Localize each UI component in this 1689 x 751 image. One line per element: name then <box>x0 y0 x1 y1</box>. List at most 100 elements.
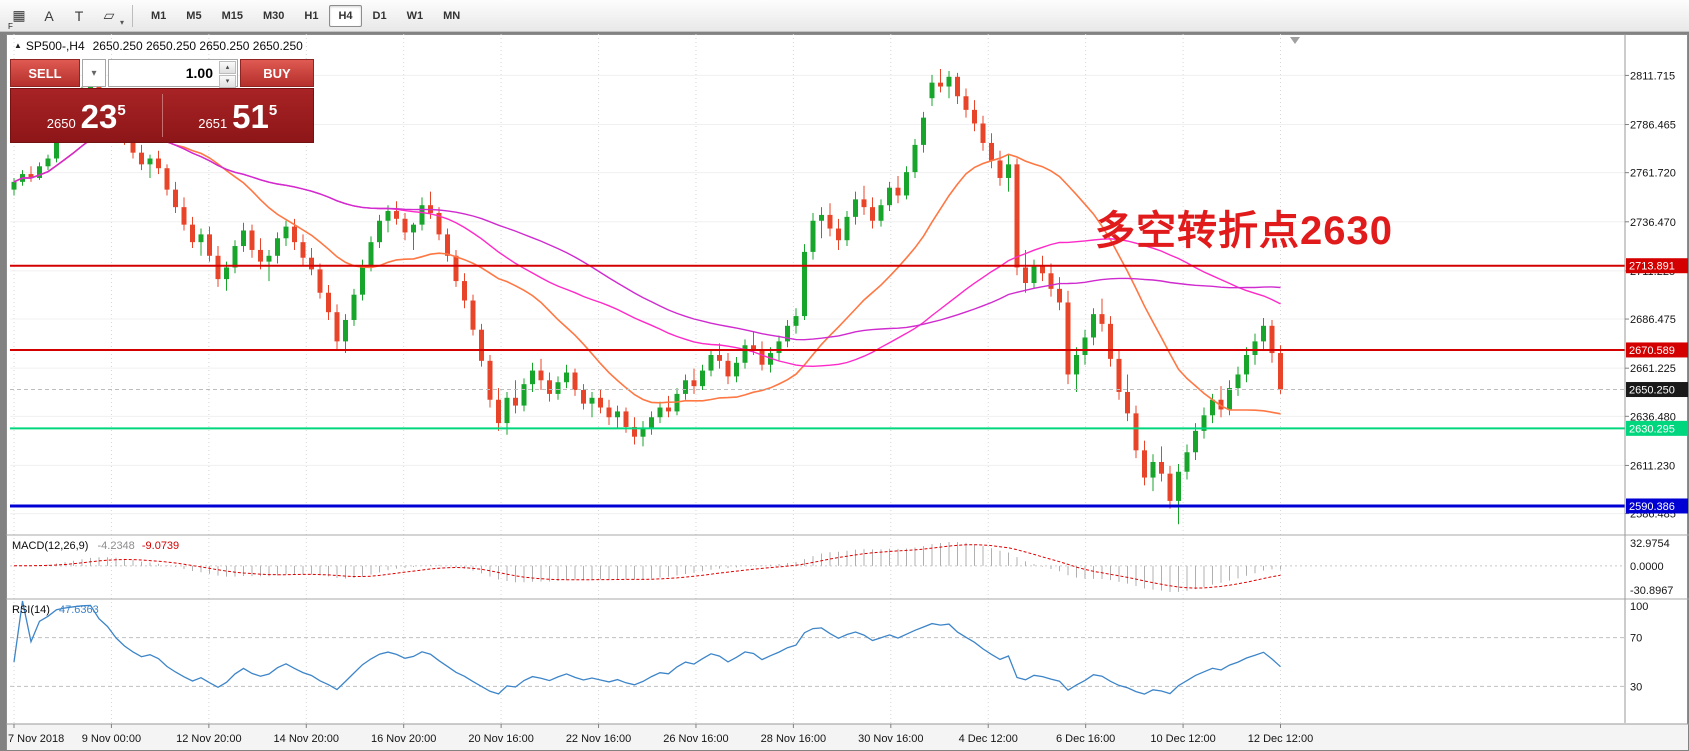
svg-text:20 Nov 16:00: 20 Nov 16:00 <box>468 733 533 745</box>
svg-text:10 Dec 12:00: 10 Dec 12:00 <box>1150 733 1215 745</box>
drawing-tools-group: ▦ F A T ▱ ▾ <box>4 2 124 31</box>
chart-title: ▲ SP500-,H4 2650.250 2650.250 2650.250 265… <box>14 39 303 53</box>
tf-h1-button[interactable]: H1 <box>304 9 319 22</box>
svg-text:16 Nov 20:00: 16 Nov 20:00 <box>371 733 436 745</box>
text-label-icon[interactable]: T <box>74 7 84 24</box>
svg-text:12 Dec 12:00: 12 Dec 12:00 <box>1248 733 1313 745</box>
bid-price[interactable]: 2650 23 5 <box>11 89 162 142</box>
svg-text:7 Nov 2018: 7 Nov 2018 <box>8 733 64 745</box>
macd-panel: 32.9754 0.0000 -30.8967 <box>10 538 1673 597</box>
bid-price-big: 23 <box>80 98 118 135</box>
svg-text:100: 100 <box>1630 601 1648 613</box>
rsi-name: RSI(14) <box>12 604 50 616</box>
price-axis[interactable]: 2811.7152786.4652761.7202736.4702711.225… <box>1624 34 1688 723</box>
rsi-label: RSI(14) 47.6363 <box>12 604 99 616</box>
svg-text:2686.475: 2686.475 <box>1630 314 1676 326</box>
macd-name: MACD(12,26,9) <box>12 540 89 552</box>
ask-price-sup: 5 <box>268 102 278 119</box>
svg-text:0.0000: 0.0000 <box>1630 561 1664 573</box>
tf-m1-button[interactable]: M1 <box>151 9 167 22</box>
svg-text:4 Dec 12:00: 4 Dec 12:00 <box>959 733 1018 745</box>
volume-down-button[interactable]: ▾ <box>219 75 236 88</box>
sell-button[interactable]: SELL <box>10 59 80 87</box>
ask-price[interactable]: 2651 51 5 <box>163 89 314 142</box>
svg-text:6 Dec 16:00: 6 Dec 16:00 <box>1056 733 1115 745</box>
price-label-2713.891 <box>1626 258 1688 274</box>
buy-button[interactable]: BUY <box>240 59 314 87</box>
tf-h4-button[interactable]: H4 <box>329 4 362 27</box>
svg-text:26 Nov 16:00: 26 Nov 16:00 <box>663 733 728 745</box>
ask-price-prefix: 2651 <box>198 116 228 131</box>
svg-text:2590.386: 2590.386 <box>1629 501 1675 513</box>
quote-divider <box>161 94 163 137</box>
svg-text:2761.720: 2761.720 <box>1630 168 1676 180</box>
tf-m30-button[interactable]: M30 <box>262 9 285 22</box>
svg-text:22 Nov 16:00: 22 Nov 16:00 <box>566 733 631 745</box>
svg-text:2811.715: 2811.715 <box>1630 70 1675 82</box>
order-options-dropdown[interactable]: ▾ <box>82 59 106 87</box>
svg-text:2736.470: 2736.470 <box>1630 217 1676 229</box>
volume-value: 1.00 <box>185 65 213 81</box>
trade-controls-row: SELL ▾ 1.00 ▴ ▾ BUY <box>10 59 314 88</box>
chart-shift-marker-icon[interactable] <box>1290 37 1300 44</box>
tf-m15-button[interactable]: M15 <box>221 9 243 22</box>
price-label-2630.295 <box>1626 420 1688 436</box>
price-label-2670.589 <box>1626 342 1688 358</box>
svg-text:2713.891: 2713.891 <box>1629 261 1675 273</box>
title-marker-icon: ▲ <box>14 41 22 50</box>
volume-up-button[interactable]: ▴ <box>219 61 236 74</box>
svg-text:70: 70 <box>1630 633 1642 645</box>
one-click-trading-panel: SELL ▾ 1.00 ▴ ▾ BUY 2650 23 5 2651 51 5 <box>10 59 314 143</box>
price-label-2590.386 <box>1626 498 1688 514</box>
toolbar-separator <box>132 4 133 27</box>
svg-text:-30.8967: -30.8967 <box>1630 585 1673 597</box>
svg-text:9 Nov 00:00: 9 Nov 00:00 <box>82 733 141 745</box>
svg-text:12 Nov 20:00: 12 Nov 20:00 <box>176 733 241 745</box>
svg-text:2650.250: 2650.250 <box>1629 385 1675 397</box>
macd-label: MACD(12,26,9) -4.2348 -9.0739 <box>12 540 179 552</box>
svg-text:2670.589: 2670.589 <box>1629 345 1675 357</box>
rsi-panel: 100 70 30 <box>10 600 1648 695</box>
svg-text:2636.480: 2636.480 <box>1630 411 1676 423</box>
svg-text:2786.465: 2786.465 <box>1630 120 1676 132</box>
quote-display-row: 2650 23 5 2651 51 5 <box>10 88 314 143</box>
chart-annotation-text[interactable]: 多空转折点2630 <box>1095 209 1393 253</box>
hlines-layer <box>10 264 1625 508</box>
shapes-dropdown-icon[interactable]: ▱ ▾ <box>103 7 124 27</box>
chart-grid-icon[interactable]: ▦ F <box>8 7 26 31</box>
timeframe-toolbar: M1 M5 M15 M30 H1 H4 D1 W1 MN <box>141 4 470 27</box>
svg-text:2611.230: 2611.230 <box>1630 460 1675 472</box>
rsi-value: 47.6363 <box>58 604 99 616</box>
chart-ohlc-values: 2650.250 2650.250 2650.250 2650.250 <box>92 39 303 53</box>
chart-symbol-label: SP500-,H4 <box>25 39 85 53</box>
ma-layer <box>13 131 1281 415</box>
svg-text:30: 30 <box>1630 681 1642 693</box>
svg-text:2661.225: 2661.225 <box>1630 363 1676 375</box>
chart-area <box>6 34 1688 750</box>
tf-w1-button[interactable]: W1 <box>406 9 424 22</box>
svg-text:30 Nov 16:00: 30 Nov 16:00 <box>858 733 923 745</box>
macd-main-value: -4.2348 <box>97 540 135 552</box>
ask-price-big: 51 <box>232 98 269 135</box>
tf-mn-button[interactable]: MN <box>443 9 461 22</box>
svg-text:14 Nov 20:00: 14 Nov 20:00 <box>274 733 339 745</box>
tf-d1-button[interactable]: D1 <box>372 9 387 22</box>
chevron-down-icon: ▾ <box>91 67 97 79</box>
volume-stepper: ▴ ▾ <box>219 61 236 88</box>
ma-20-line <box>13 131 1281 415</box>
bid-price-prefix: 2650 <box>46 116 76 131</box>
ma-60-line <box>13 131 1281 341</box>
time-axis[interactable]: 7 Nov 2018 9 Nov 00:00 12 Nov 20:00 14 Nov … <box>6 723 1689 750</box>
text-annotation-icon[interactable]: A <box>44 7 54 24</box>
ma-45-line <box>13 131 1281 368</box>
tf-m5-button[interactable]: M5 <box>186 9 202 22</box>
volume-input[interactable]: 1.00 ▴ ▾ <box>108 59 238 88</box>
macd-signal-value: -9.0739 <box>141 540 180 552</box>
price-label-2650.250 <box>1626 382 1688 398</box>
svg-text:2630.295: 2630.295 <box>1629 423 1675 435</box>
svg-text:28 Nov 16:00: 28 Nov 16:00 <box>761 733 826 745</box>
top-toolbar: ▦ F A T ▱ ▾ M1 M5 M15 M30 H1 H4 D1 W1 MN <box>0 0 1689 32</box>
candles-layer <box>11 69 1283 525</box>
bid-price-sup: 5 <box>117 102 126 119</box>
